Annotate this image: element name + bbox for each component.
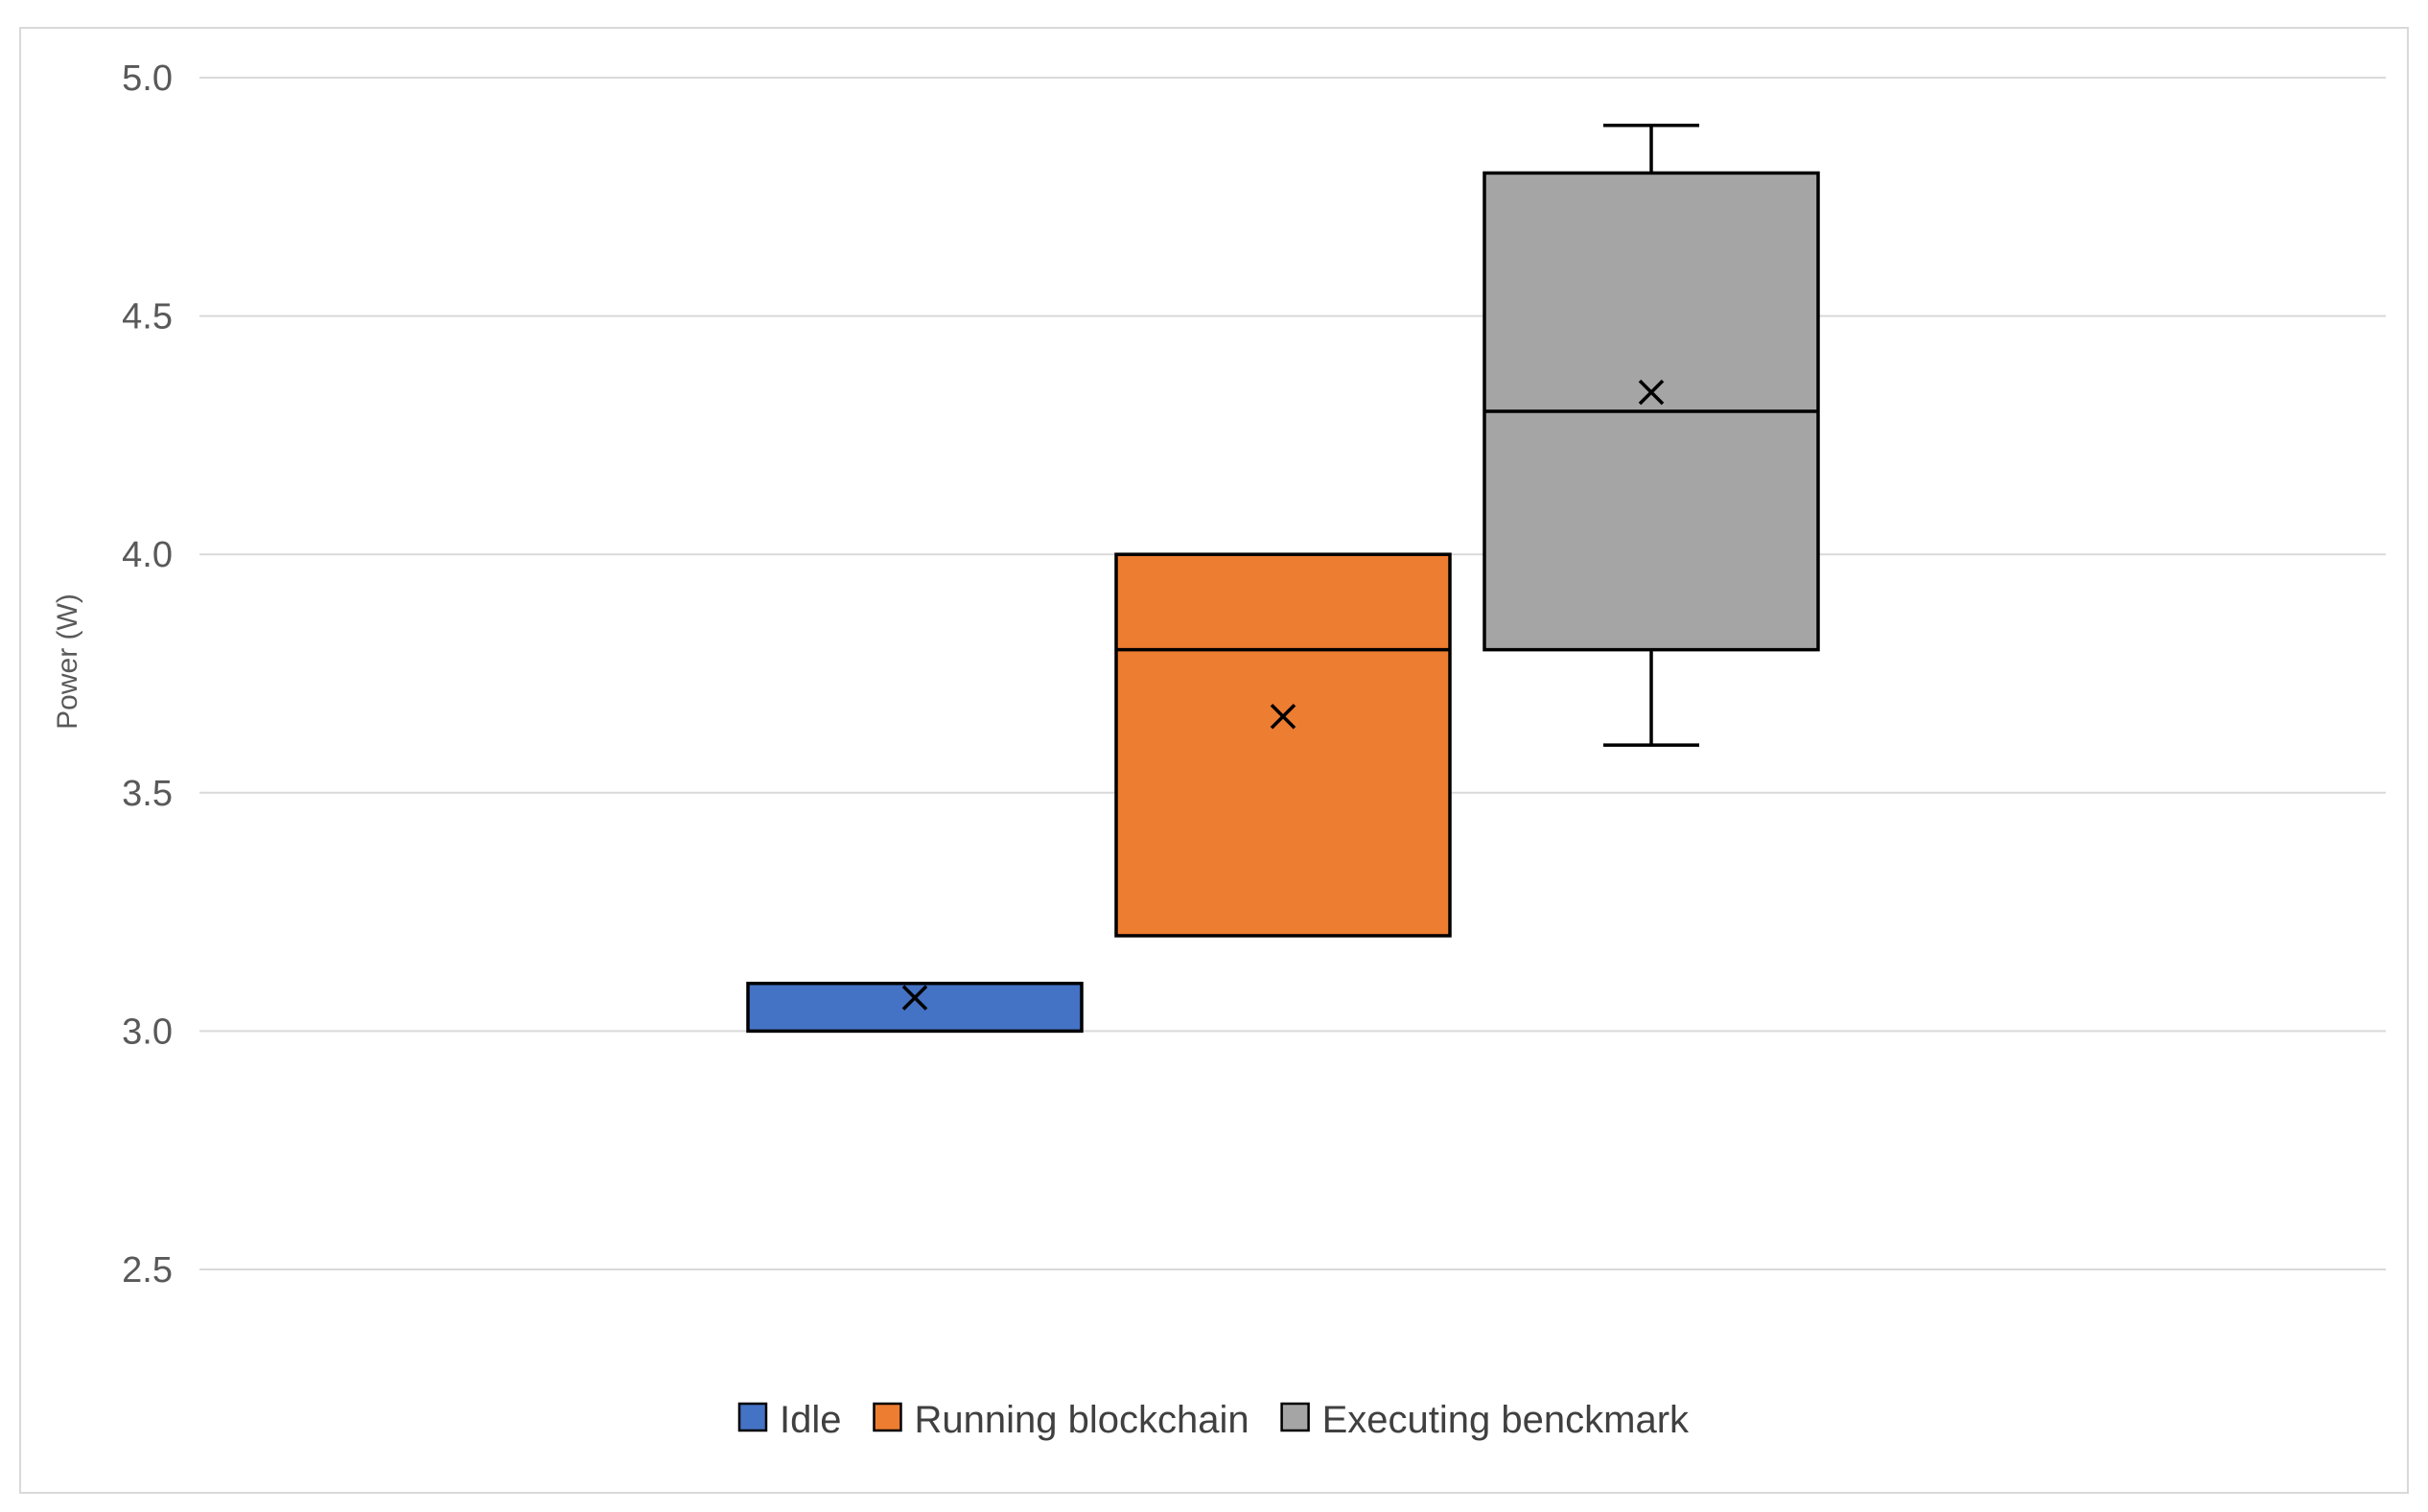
y-tick-label-3.5: 3.5 xyxy=(122,774,173,814)
legend-item-2: Executing benckmark xyxy=(1280,1399,1690,1441)
y-tick-label-4.0: 4.0 xyxy=(122,535,173,575)
box-1 xyxy=(1114,552,1452,938)
legend: Idle Running blockchain Executing benckmar… xyxy=(737,1399,1690,1441)
mean-marker-b-0 xyxy=(901,985,928,1011)
legend-item-0: Idle xyxy=(737,1399,842,1441)
legend-label-1: Running blockchain xyxy=(914,1399,1249,1441)
legend-swatch-0 xyxy=(737,1402,768,1432)
legend-swatch-1 xyxy=(873,1402,902,1432)
legend-label-0: Idle xyxy=(780,1399,842,1441)
legend-label-2: Executing benckmark xyxy=(1322,1399,1690,1441)
legend-swatch-2 xyxy=(1280,1402,1310,1432)
box-2 xyxy=(1482,123,1820,747)
y-tick-label-2.5: 2.5 xyxy=(122,1250,173,1291)
y-axis-title: Power (W) xyxy=(52,593,83,730)
box-0 xyxy=(746,981,1084,1034)
box-rect-1 xyxy=(1114,552,1452,938)
mean-marker-b-2 xyxy=(1638,379,1665,406)
boxes xyxy=(746,123,1820,1034)
y-tick-label-3.0: 3.0 xyxy=(122,1012,173,1052)
y-tick-labels: 2.5 3.0 3.5 4.0 4.5 5.0 xyxy=(122,58,173,1291)
gridlines xyxy=(199,77,2386,1270)
legend-item-1: Running blockchain xyxy=(873,1399,1249,1441)
mean-marker-b-1 xyxy=(1270,704,1296,730)
box-rect-0 xyxy=(746,981,1084,1034)
y-tick-label-5.0: 5.0 xyxy=(122,58,173,99)
y-tick-label-4.5: 4.5 xyxy=(122,297,173,337)
